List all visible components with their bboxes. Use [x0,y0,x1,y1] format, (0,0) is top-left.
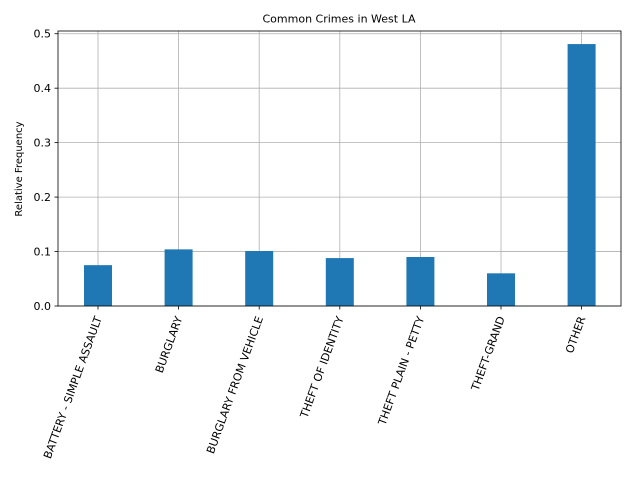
x-tick-label: THEFT OF IDENTITY [297,314,346,420]
y-tick-label: 0.1 [34,246,52,259]
x-tick-label: BURGLARY [153,314,186,374]
x-tick-label: BURGLARY FROM VEHICLE [204,315,266,456]
x-tick-label: OTHER [563,314,588,355]
bar [325,258,354,306]
bar [245,251,274,306]
x-tick-label: THEFT-GRAND [469,315,508,394]
bars [84,44,596,306]
bar [164,249,193,306]
y-axis-label: Relative Frequency [14,121,25,216]
bar [84,265,112,306]
x-axis: BATTERY - SIMPLE ASSAULT BURGLARY BURGLARY… [41,306,589,461]
chart-title: Common Crimes in West LA [263,13,416,26]
bar [406,256,435,306]
y-axis: 0.0 0.1 0.2 0.3 0.4 0.5 [34,28,58,313]
y-tick-label: 0.3 [34,137,52,150]
x-tick-label: THEFT PLAIN - PETTY [375,314,427,428]
y-tick-label: 0.5 [34,28,52,41]
y-tick-label: 0.0 [34,300,52,313]
x-tick-label: BATTERY - SIMPLE ASSAULT [41,314,105,460]
y-tick-label: 0.2 [34,191,52,204]
bar [487,273,515,306]
bar [567,44,596,306]
y-tick-label: 0.4 [34,82,52,95]
